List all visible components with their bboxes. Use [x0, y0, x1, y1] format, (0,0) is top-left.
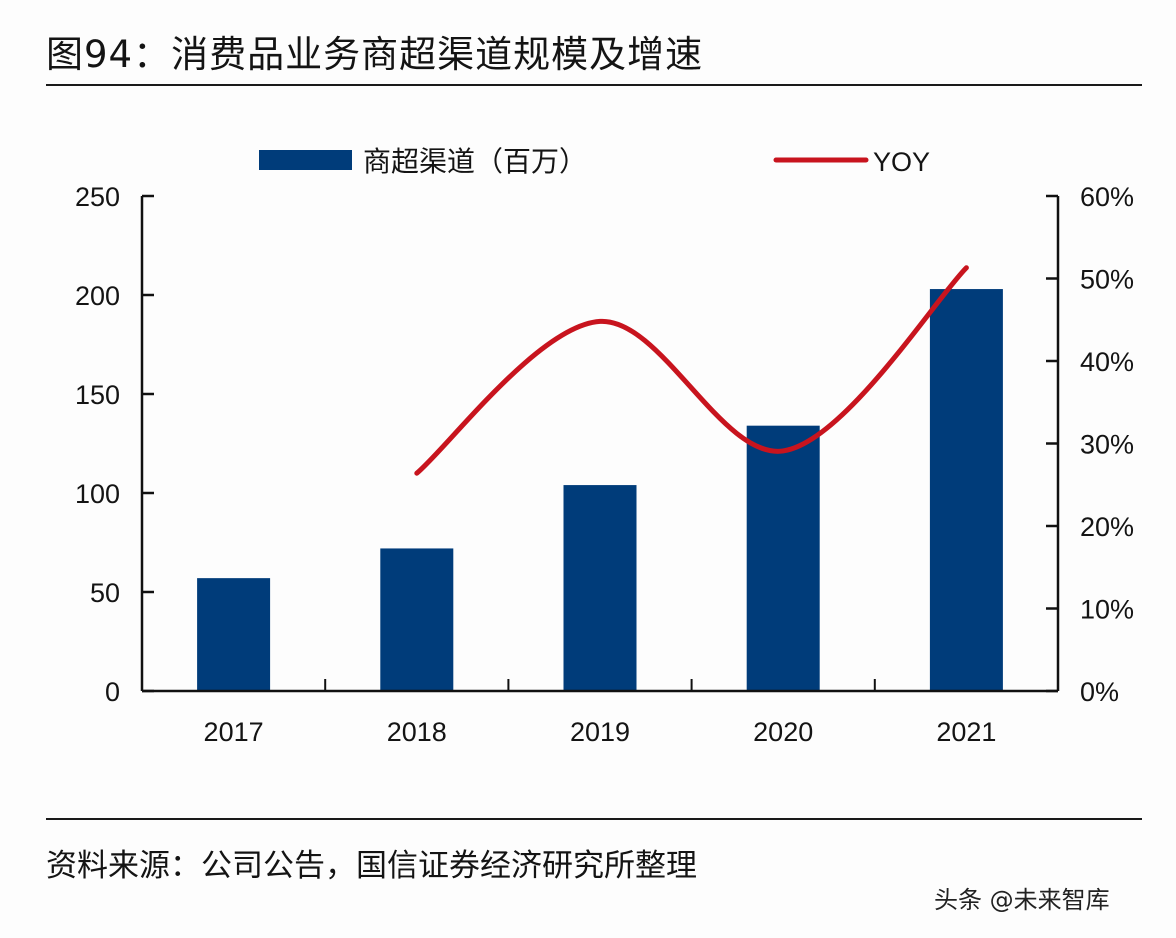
- legend: 商超渠道（百万） YOY: [259, 146, 930, 177]
- right-tick-label: 20%: [1080, 512, 1134, 542]
- left-tick-label: 150: [75, 380, 120, 410]
- right-tick-label: 30%: [1080, 430, 1134, 460]
- left-tick-label: 200: [75, 281, 120, 311]
- legend-line-label: YOY: [873, 147, 930, 177]
- x-tick-label-2021: 2021: [936, 717, 996, 747]
- x-tick-label-2020: 2020: [753, 717, 813, 747]
- legend-bar-label: 商超渠道（百万）: [363, 146, 587, 177]
- bar-2018: [380, 548, 454, 691]
- chart: 商超渠道（百万） YOY 0 50 100 150 200 250 0% 10% 20% 30% 4…: [75, 146, 1134, 747]
- source-divider: [46, 818, 1142, 820]
- title-divider: [46, 84, 1142, 86]
- x-tick-label-2018: 2018: [387, 717, 447, 747]
- right-tick-label: 10%: [1080, 595, 1134, 625]
- bar-2017: [197, 578, 271, 691]
- left-tick-label: 100: [75, 479, 120, 509]
- chart-title: 图94：消费品业务商超渠道规模及增速: [46, 33, 704, 76]
- yoy-line: [414, 265, 969, 476]
- left-tick-label: 50: [90, 578, 120, 608]
- x-tick-label-2019: 2019: [570, 717, 630, 747]
- bar-2020: [746, 425, 820, 691]
- left-tick-label: 0: [105, 677, 120, 707]
- source-note: 资料来源：公司公告，国信证券经济研究所整理: [46, 848, 697, 884]
- left-tick-label: 250: [75, 182, 120, 212]
- bar-2021: [929, 289, 1003, 691]
- right-tick-label: 50%: [1080, 265, 1134, 295]
- right-tick-label: 40%: [1080, 347, 1134, 377]
- x-tick-label-2017: 2017: [204, 717, 264, 747]
- watermark: 头条 @未来智库: [934, 886, 1110, 914]
- bar-2019: [563, 485, 637, 691]
- legend-bar-swatch: [259, 150, 352, 170]
- right-tick-label: 60%: [1080, 182, 1134, 212]
- right-tick-label: 0%: [1080, 677, 1119, 707]
